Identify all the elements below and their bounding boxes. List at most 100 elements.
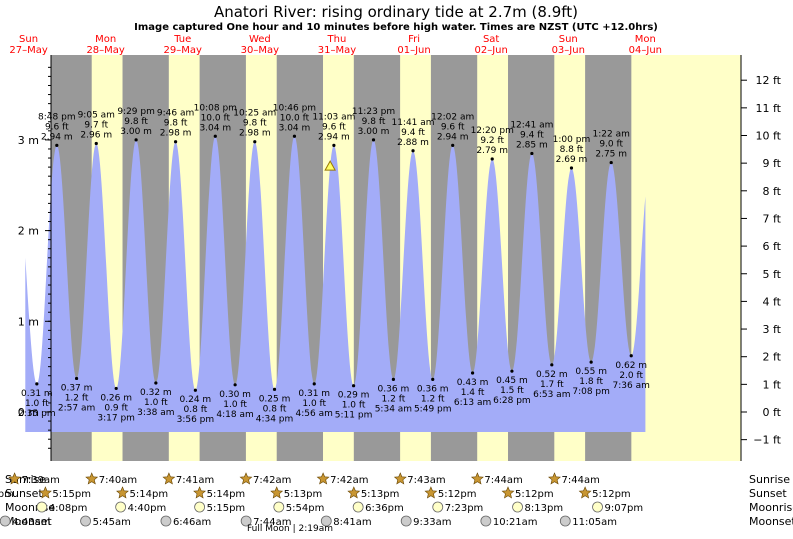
high-tide-time: 1:00 pm — [553, 135, 591, 145]
low-tide-m: 0.55 m — [575, 367, 607, 377]
right-tick-label: 5 ft — [763, 268, 782, 281]
low-tide-time: 7:08 pm — [572, 387, 610, 397]
sunset-row-label-left: Sunset — [5, 487, 43, 500]
moon-phase-note: Full Moon | 2:19am — [247, 524, 333, 534]
date-label: 02–Jun — [474, 45, 507, 56]
day-label: Fri — [408, 34, 420, 45]
high-tide-point — [332, 143, 336, 147]
low-tide-m: 0.30 m — [219, 390, 251, 400]
low-tide-ft: 1.8 ft — [579, 377, 603, 387]
low-tide-point — [312, 382, 316, 386]
low-tide-m: 0.25 m — [259, 394, 291, 404]
moonset-time: 10:21am — [493, 517, 538, 528]
sunrise-icon — [85, 472, 99, 485]
moonrise-icon — [273, 501, 285, 513]
moonset-icon — [160, 515, 172, 527]
high-tide-point — [371, 138, 376, 142]
date-label: 04–Jun — [629, 45, 662, 56]
sunrise-time: 7:44am — [562, 475, 600, 486]
sunrise-time: 7:41am — [176, 475, 214, 486]
high-tide-m: 2.94 m — [41, 132, 73, 142]
sunrise-icon — [162, 472, 176, 485]
low-tide-point — [391, 377, 395, 381]
sunset-time: 5:12pm — [438, 489, 477, 500]
moonset-icon — [559, 515, 571, 527]
high-tide-ft: 9.7 ft — [84, 121, 108, 131]
sunset-time: 5:15pm — [52, 489, 91, 500]
low-tide-m: 0.37 m — [61, 383, 93, 393]
moonset-time: 4:43am — [12, 517, 50, 528]
low-tide-time: 4:18 am — [216, 410, 253, 420]
low-tide-m: 0.32 m — [140, 388, 172, 398]
low-tide-point — [431, 377, 435, 381]
low-tide-m: 0.36 m — [378, 384, 410, 394]
low-tide-ft: 1.5 ft — [500, 386, 524, 396]
moonset-time: 11:05am — [572, 517, 617, 528]
low-tide-ft: 1.2 ft — [65, 393, 89, 403]
sunrise-icon — [8, 472, 22, 485]
sunset-time: 5:13pm — [361, 489, 400, 500]
moonset-time: 7:44am — [253, 517, 291, 528]
sunrise-icon — [316, 472, 330, 485]
high-tide-point — [490, 157, 494, 161]
low-tide-ft: 0.8 ft — [263, 404, 287, 414]
sunset-icon — [116, 486, 129, 499]
day-label: Wed — [249, 34, 271, 45]
right-tick-label: 3 ft — [763, 323, 782, 336]
high-tide-time: 8:48 pm — [38, 112, 76, 122]
high-tide-m: 2.85 m — [516, 141, 548, 151]
moonset-row-label-right: Moonset — [749, 515, 793, 528]
high-tide-m: 2.69 m — [556, 155, 588, 165]
high-tide-ft: 9.2 ft — [480, 136, 504, 146]
high-tide-point — [55, 143, 59, 147]
high-tide-point — [173, 140, 178, 144]
high-tide-m: 3.04 m — [199, 123, 231, 133]
sunrise-time: 7:39am — [22, 475, 60, 486]
low-tide-m: 0.45 m — [496, 376, 528, 386]
moonset-icon — [80, 515, 91, 527]
high-tide-ft: 9.4 ft — [520, 131, 544, 141]
high-tide-point — [94, 141, 98, 146]
low-tide-time: 3:38 am — [137, 408, 174, 418]
low-tide-time: 5:11 pm — [335, 411, 373, 421]
high-tide-time: 12:20 pm — [471, 126, 514, 136]
date-label: 03–Jun — [552, 45, 585, 56]
day-label: Sun — [559, 34, 578, 45]
sunrise-time: 7:42am — [253, 475, 291, 486]
low-tide-time: 3:56 pm — [177, 415, 215, 425]
high-tide-time: 1:22 am — [593, 130, 630, 140]
right-tick-label: 11 ft — [756, 102, 782, 115]
low-tide-m: 0.43 m — [457, 378, 489, 388]
moonrise-time: 8:13pm — [525, 503, 564, 514]
low-tide-m: 0.31 m — [298, 389, 330, 399]
day-labels: Sun27–MayMon28–MayTue29–MayWed30–MayThu3… — [9, 34, 662, 56]
low-tide-m: 0.24 m — [180, 395, 212, 405]
low-tide-time: 4:56 am — [296, 409, 333, 419]
date-label: 30–May — [241, 45, 279, 56]
moonrise-time: 4:08pm — [49, 503, 88, 514]
tide-labels: 8:48 pm9.6 ft2.94 m9:05 am9.7 ft2.96 m9:… — [18, 103, 650, 425]
low-tide-m: 0.31 m — [21, 389, 53, 399]
high-tide-point — [569, 166, 574, 170]
moonrise-time: 7:23pm — [445, 503, 484, 514]
low-tide-point — [550, 363, 554, 367]
low-tide-time: 4:34 pm — [256, 414, 294, 424]
right-tick-label: −1 ft — [753, 434, 781, 447]
axes: 0 m 1 m 2 m 3 m −1 ft 0 ft 1 ft 2 ft 3 ft 4 ft 5 f… — [18, 55, 782, 461]
left-tick-label: 0 m — [18, 406, 39, 419]
low-tide-point — [272, 387, 277, 391]
high-tide-time: 11:41 am — [391, 118, 434, 128]
high-tide-ft: 9.8 ft — [362, 117, 386, 127]
sunrise-time: 7:40am — [99, 475, 137, 486]
date-label: 29–May — [164, 45, 202, 56]
low-tide-ft: 1.0 ft — [302, 399, 326, 409]
high-tide-time: 11:23 pm — [352, 107, 395, 117]
low-tide-ft: 2.0 ft — [619, 371, 643, 381]
high-tide-m: 2.75 m — [595, 150, 627, 160]
moonrise-icon — [512, 501, 523, 513]
date-label: 01–Jun — [397, 45, 430, 56]
low-tide-point — [154, 381, 158, 385]
sunrise-icon — [548, 472, 561, 485]
date-label: 28–May — [86, 45, 124, 56]
